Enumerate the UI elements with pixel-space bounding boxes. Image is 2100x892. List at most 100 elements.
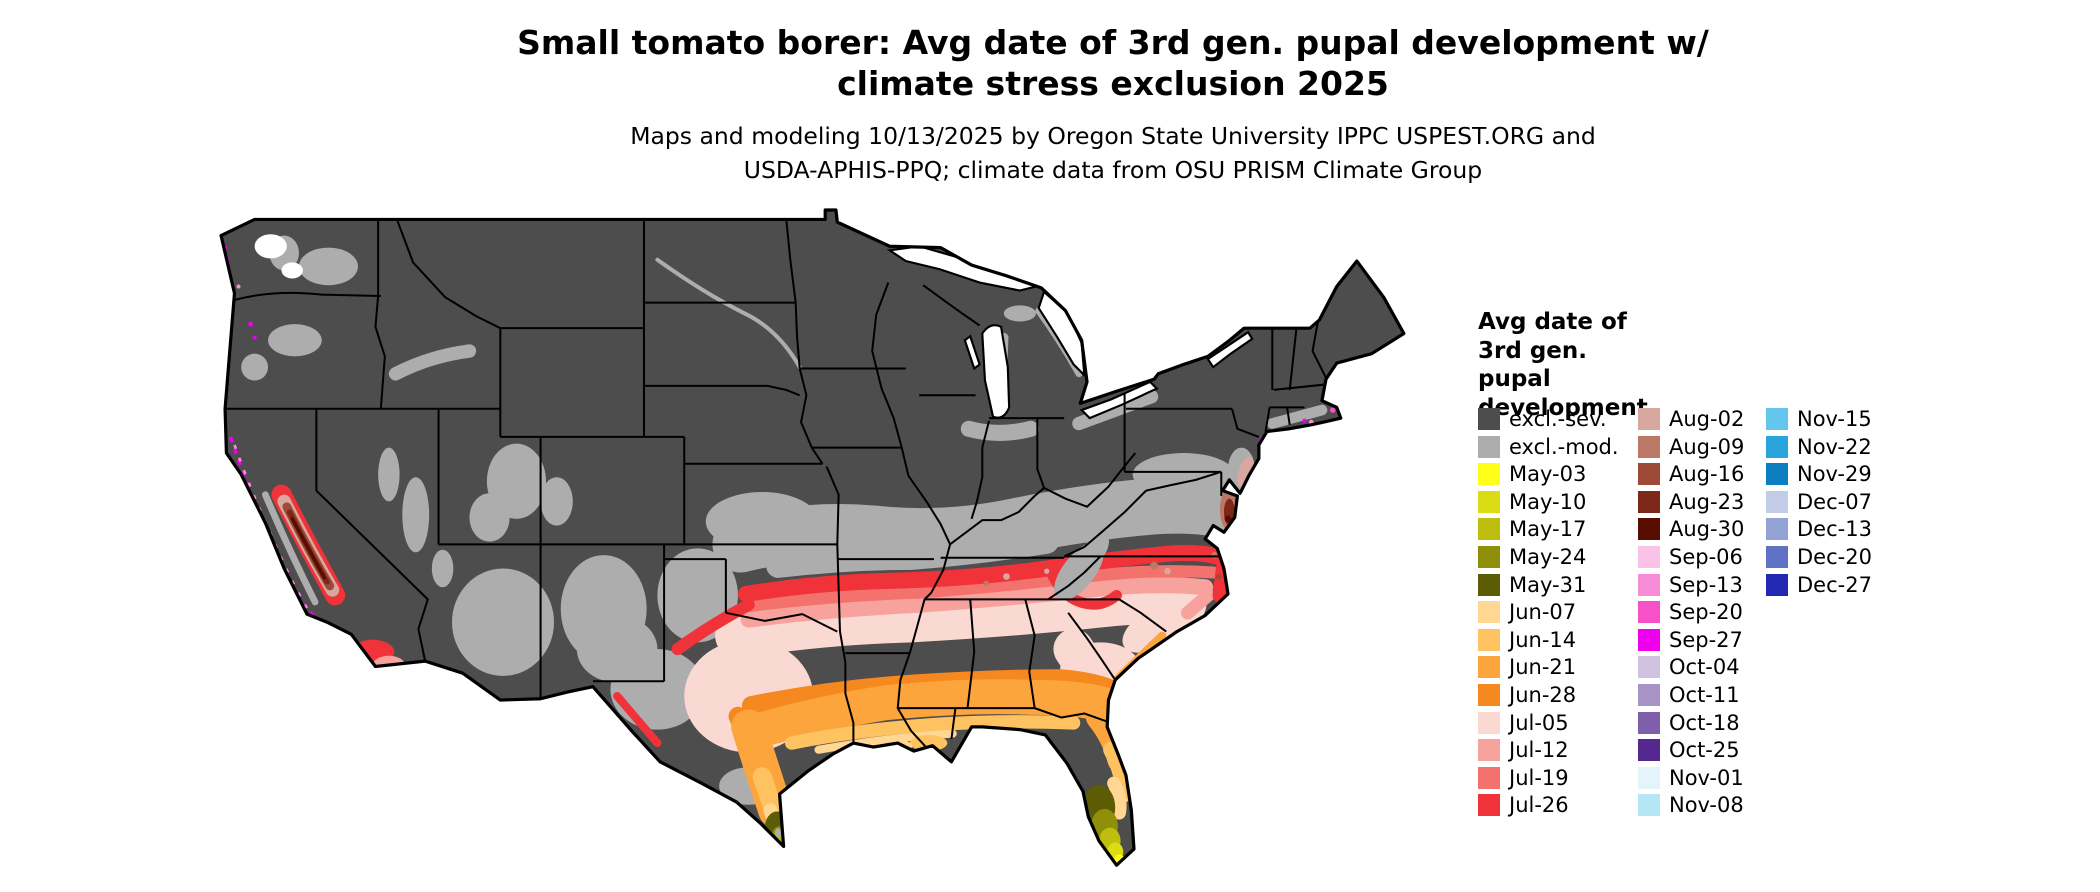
- legend-item-label: Aug-23: [1669, 489, 1745, 514]
- legend-item: Dec-20: [1766, 545, 1872, 569]
- legend-item-label: Sep-06: [1669, 544, 1743, 569]
- legend-item: Nov-29: [1766, 462, 1872, 486]
- legend-swatch: [1478, 656, 1500, 679]
- legend-swatch: [1638, 601, 1660, 624]
- legend-swatch: [1638, 711, 1660, 734]
- legend-item: Jun-28: [1478, 683, 1619, 707]
- legend-column: Aug-02 Aug-09 Aug-16 Aug-23 Aug-30 Sep-06 Sep-…: [1638, 407, 1744, 821]
- legend-item-label: Jun-07: [1509, 600, 1577, 625]
- legend-swatch: [1478, 490, 1500, 513]
- legend-swatch: [1638, 545, 1660, 568]
- legend-swatch: [1478, 628, 1500, 651]
- legend-item: Jul-12: [1478, 738, 1619, 762]
- great-lakes: [886, 245, 1254, 420]
- excluded-moderate-regions: [241, 235, 1255, 805]
- legend-item: Aug-30: [1638, 517, 1744, 541]
- legend-swatch: [1638, 794, 1660, 817]
- legend-swatch: [1478, 601, 1500, 624]
- legend-item-label: Oct-11: [1669, 682, 1740, 707]
- legend-item: Jun-21: [1478, 655, 1619, 679]
- legend-swatch: [1478, 683, 1500, 706]
- legend-item: Aug-02: [1638, 407, 1744, 431]
- legend-item-label: Jul-19: [1509, 765, 1569, 790]
- us-choropleth-map: [219, 208, 1406, 867]
- legend-item-label: Oct-18: [1669, 710, 1740, 735]
- legend-item-label: May-17: [1509, 517, 1587, 542]
- legend-item: Jul-19: [1478, 766, 1619, 790]
- legend-swatch: [1478, 739, 1500, 762]
- legend-swatch: [1638, 656, 1660, 679]
- legend-item: Jul-05: [1478, 711, 1619, 735]
- legend-swatch: [1478, 518, 1500, 541]
- legend-item-label: excl.-mod.: [1509, 434, 1619, 459]
- title-line-2: climate stress exclusion 2025: [837, 64, 1389, 104]
- page-title: Small tomato borer: Avg date of 3rd gen.…: [383, 22, 1843, 105]
- legend-item-label: Jul-12: [1509, 738, 1569, 763]
- legend-item-label: Jun-28: [1509, 682, 1577, 707]
- may-regions: [764, 784, 1125, 866]
- legend-item: May-10: [1478, 490, 1619, 514]
- legend-item: Sep-13: [1638, 573, 1744, 597]
- legend-swatch: [1766, 490, 1788, 513]
- legend-item: Oct-18: [1638, 711, 1744, 735]
- legend-item-label: May-24: [1509, 544, 1587, 569]
- legend-swatch: [1766, 435, 1788, 458]
- legend-item: excl.-mod.: [1478, 435, 1619, 459]
- legend-item: Dec-13: [1766, 517, 1872, 541]
- legend-item: excl.-sev.: [1478, 407, 1619, 431]
- legend-item-label: Sep-20: [1669, 600, 1743, 625]
- legend-column: Nov-15 Nov-22 Nov-29 Dec-07 Dec-13 Dec-20 Dec-…: [1766, 407, 1872, 600]
- legend-swatch: [1766, 518, 1788, 541]
- legend-swatch: [1478, 711, 1500, 734]
- legend-item: May-17: [1478, 517, 1619, 541]
- us-outline: [219, 208, 1406, 867]
- legend-item: Sep-06: [1638, 545, 1744, 569]
- legend-item: May-31: [1478, 573, 1619, 597]
- legend-swatch: [1478, 408, 1500, 430]
- legend-swatch: [1478, 794, 1500, 817]
- legend-item-label: Nov-15: [1797, 407, 1872, 431]
- legend-swatch: [1766, 463, 1788, 486]
- legend-item: May-24: [1478, 545, 1619, 569]
- legend-swatch: [1638, 490, 1660, 513]
- legend-swatch: [1638, 683, 1660, 706]
- legend-item: Oct-04: [1638, 655, 1744, 679]
- legend-item-label: May-10: [1509, 489, 1587, 514]
- legend-item: Nov-01: [1638, 766, 1744, 790]
- legend-item-label: May-03: [1509, 462, 1587, 487]
- legend-item-label: Nov-22: [1797, 434, 1872, 459]
- legend-item-label: Dec-27: [1797, 572, 1872, 597]
- subtitle-line-1: Maps and modeling 10/13/2025 by Oregon S…: [630, 122, 1596, 150]
- legend-item-label: Dec-13: [1797, 517, 1872, 542]
- legend-item: Nov-22: [1766, 435, 1872, 459]
- legend-item: May-03: [1478, 462, 1619, 486]
- legend-item-label: Jul-26: [1509, 793, 1569, 818]
- legend-swatch: [1638, 628, 1660, 651]
- legend-swatch: [1638, 518, 1660, 541]
- state-borders: [225, 219, 1327, 750]
- legend-item: Oct-25: [1638, 738, 1744, 762]
- legend-swatch: [1478, 463, 1500, 486]
- legend-item-label: Jul-05: [1509, 710, 1569, 735]
- legend-item-label: Aug-02: [1669, 407, 1745, 431]
- legend-swatch: [1478, 766, 1500, 789]
- legend-item-label: Nov-08: [1669, 793, 1744, 818]
- page-subtitle: Maps and modeling 10/13/2025 by Oregon S…: [383, 120, 1843, 187]
- legend-item: Aug-23: [1638, 490, 1744, 514]
- legend-swatch: [1766, 545, 1788, 568]
- legend-swatch: [1638, 408, 1660, 430]
- legend-item: Sep-20: [1638, 600, 1744, 624]
- legend-item: Jun-07: [1478, 600, 1619, 624]
- legend-item-label: May-31: [1509, 572, 1587, 597]
- legend-swatch: [1478, 435, 1500, 458]
- legend-item-label: Oct-25: [1669, 738, 1740, 763]
- legend-item-label: Jun-14: [1509, 627, 1577, 652]
- legend-swatch: [1638, 463, 1660, 486]
- legend-item: Jun-14: [1478, 628, 1619, 652]
- legend-column: excl.-sev. excl.-mod. May-03 May-10 May-17 Ma…: [1478, 407, 1619, 821]
- legend-item: Sep-27: [1638, 628, 1744, 652]
- legend-item-label: Nov-01: [1669, 765, 1744, 790]
- title-line-1: Small tomato borer: Avg date of 3rd gen.…: [517, 23, 1709, 62]
- legend-item-label: Sep-27: [1669, 627, 1743, 652]
- legend-item-label: Dec-07: [1797, 489, 1872, 514]
